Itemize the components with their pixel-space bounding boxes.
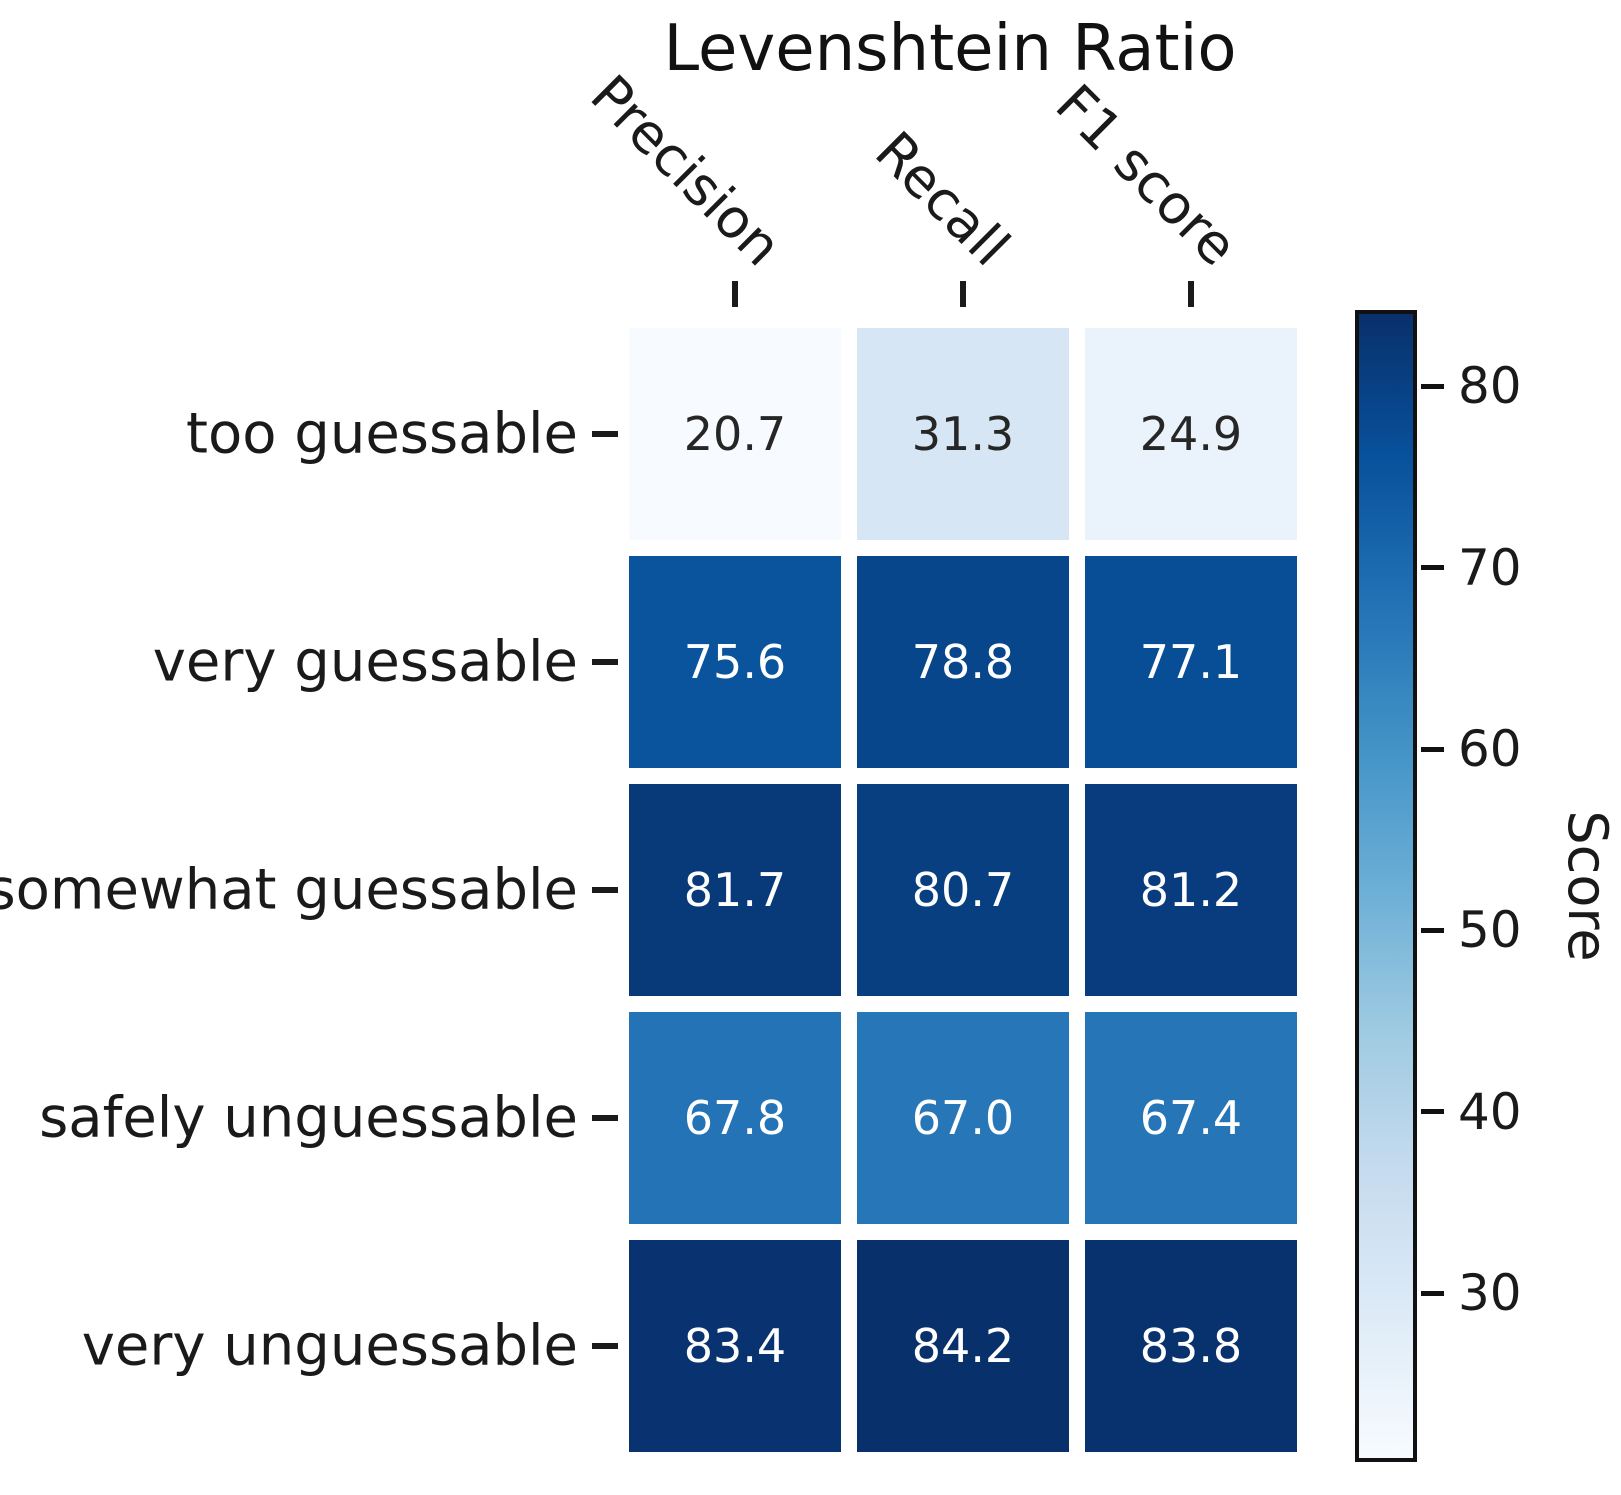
heatmap-cell: 81.2 bbox=[1085, 784, 1297, 996]
colorbar-gradient bbox=[1355, 310, 1417, 1462]
y-tick-mark bbox=[592, 659, 618, 665]
heatmap-cell: 80.7 bbox=[857, 784, 1069, 996]
row-label: too guessable bbox=[186, 401, 578, 467]
row-label: somewhat guessable bbox=[0, 857, 578, 923]
colorbar-tick-label: 40 bbox=[1458, 1082, 1522, 1141]
column-label: Recall bbox=[863, 119, 1022, 279]
row-label: very guessable bbox=[152, 629, 578, 695]
heatmap-cell: 31.3 bbox=[857, 328, 1069, 540]
heatmap-cell: 83.4 bbox=[629, 1240, 841, 1452]
heatmap-cell: 67.0 bbox=[857, 1012, 1069, 1224]
column-label: F1 score bbox=[1044, 72, 1250, 278]
y-tick-mark bbox=[592, 431, 618, 437]
colorbar-axis-label: Score bbox=[1556, 810, 1619, 962]
row-label: very unguessable bbox=[81, 1313, 578, 1379]
y-tick-mark bbox=[592, 887, 618, 893]
heatmap-cell: 67.8 bbox=[629, 1012, 841, 1224]
x-tick-mark bbox=[1188, 281, 1194, 307]
x-tick-mark bbox=[732, 281, 738, 307]
colorbar-tick-label: 70 bbox=[1458, 538, 1522, 597]
heatmap-grid: 20.7 31.3 24.9 75.6 78.8 77.1 81.7 80.7 81.2 67.8… bbox=[629, 328, 1297, 1452]
y-tick-mark bbox=[592, 1343, 618, 1349]
heatmap-cell: 75.6 bbox=[629, 556, 841, 768]
heatmap-cell: 77.1 bbox=[1085, 556, 1297, 768]
colorbar-tick-mark bbox=[1421, 1109, 1444, 1115]
heatmap-cell: 83.8 bbox=[1085, 1240, 1297, 1452]
colorbar-tick-label: 30 bbox=[1458, 1264, 1522, 1323]
colorbar-tick-label: 80 bbox=[1458, 357, 1522, 416]
chart-title: Levenshtein Ratio bbox=[663, 12, 1237, 86]
colorbar-tick-mark bbox=[1421, 383, 1444, 389]
colorbar-tick-mark bbox=[1421, 746, 1444, 752]
colorbar-tick-mark bbox=[1421, 565, 1444, 571]
x-tick-mark bbox=[960, 281, 966, 307]
row-label: safely unguessable bbox=[39, 1085, 578, 1151]
column-label: Precision bbox=[578, 63, 794, 278]
heatmap-cell: 20.7 bbox=[629, 328, 841, 540]
heatmap-cell: 24.9 bbox=[1085, 328, 1297, 540]
colorbar-tick-mark bbox=[1421, 927, 1444, 933]
heatmap-cell: 78.8 bbox=[857, 556, 1069, 768]
y-tick-mark bbox=[592, 1115, 618, 1121]
colorbar-tick-mark bbox=[1421, 1290, 1444, 1296]
heatmap-cell: 67.4 bbox=[1085, 1012, 1297, 1224]
heatmap-cell: 84.2 bbox=[857, 1240, 1069, 1452]
heatmap-cell: 81.7 bbox=[629, 784, 841, 996]
colorbar-tick-label: 50 bbox=[1458, 901, 1522, 960]
colorbar-tick-label: 60 bbox=[1458, 720, 1522, 779]
